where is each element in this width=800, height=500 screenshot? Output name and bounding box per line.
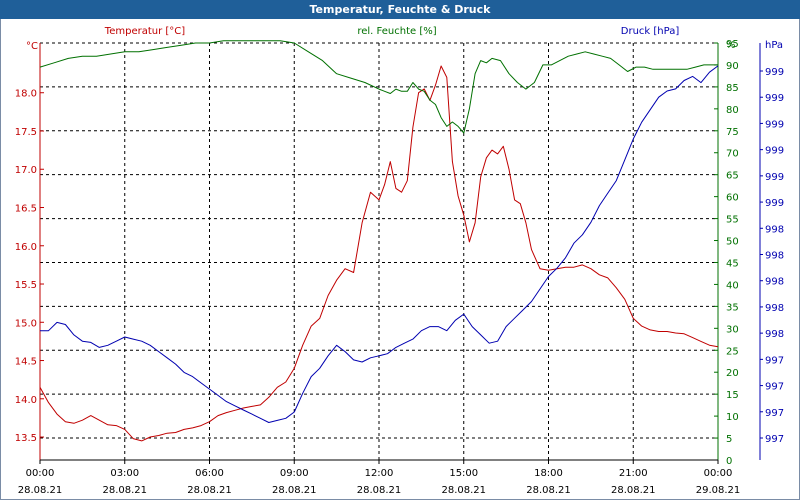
x-tick-time: 18:00 [534, 468, 563, 479]
humidity-unit: % [726, 40, 736, 51]
humidity-tick-label: 90 [726, 61, 739, 72]
labels: Temperatur [°C] rel. Feuchte [%] Druck [… [26, 26, 783, 52]
temperature-tick-label: 17.5 [15, 127, 37, 138]
temperature-series-line [39, 65, 719, 442]
x-tick-time: 03:00 [110, 468, 139, 479]
x-tick-time: 06:00 [195, 468, 224, 479]
humidity-tick-label: 25 [726, 346, 739, 357]
temperature-tick-label: 18.0 [15, 89, 37, 100]
temperature-unit: °C [26, 41, 38, 52]
humidity-tick-label: 55 [726, 215, 739, 226]
x-tick-date: 29.08.21 [696, 485, 741, 496]
pressure-tick-label: 999 [765, 172, 784, 183]
humidity-tick-label: 35 [726, 302, 739, 313]
x-tick-date: 28.08.21 [441, 485, 486, 496]
temperature-tick-label: 15.0 [15, 318, 37, 329]
x-tick-date: 28.08.21 [18, 485, 63, 496]
x-tick-date: 28.08.21 [187, 485, 232, 496]
pressure-series-line [40, 65, 719, 423]
pressure-tick-label: 998 [765, 303, 784, 314]
x-tick-date: 28.08.21 [357, 485, 402, 496]
x-tick-time: 12:00 [365, 468, 394, 479]
x-tick-date: 28.08.21 [272, 485, 317, 496]
humidity-tick-label: 85 [726, 83, 739, 94]
pressure-tick-label: 998 [765, 224, 784, 235]
temperature-tick-label: 16.0 [15, 242, 37, 253]
temperature-tick-label: 17.0 [15, 165, 37, 176]
pressure-tick-label: 999 [765, 93, 784, 104]
humidity-tick-label: 75 [726, 127, 739, 138]
humidity-tick-label: 65 [726, 171, 739, 182]
x-tick-date: 28.08.21 [526, 485, 571, 496]
humidity-tick-label: 70 [726, 149, 739, 160]
temperature-tick-label: 15.5 [15, 280, 37, 291]
humidity-tick-label: 50 [726, 237, 739, 248]
pressure-tick-label: 999 [765, 146, 784, 157]
pressure-tick-label: 997 [765, 382, 784, 393]
temperature-tick-label: 13.5 [15, 433, 37, 444]
humidity-tick-label: 0 [726, 456, 732, 467]
x-tick-time: 09:00 [280, 468, 309, 479]
humidity-tick-label: 80 [726, 105, 739, 116]
pressure-tick-label: 998 [765, 329, 784, 340]
x-tick-date: 28.08.21 [102, 485, 147, 496]
humidity-tick-label: 95 [726, 39, 739, 50]
humidity-tick-label: 20 [726, 368, 739, 379]
chart-title: Temperatur, Feuchte & Druck [0, 0, 800, 19]
pressure-tick-label: 998 [765, 277, 784, 288]
humidity-tick-label: 60 [726, 193, 739, 204]
humidity-series-line [39, 40, 718, 134]
axes: 00:00 28.08.21 03:00 28.08.21 06:00 28.08.21 0… [15, 39, 784, 496]
humidity-tick-label: 15 [726, 390, 739, 401]
humidity-legend: rel. Feuchte [%] [357, 26, 436, 37]
temperature-tick-label: 16.5 [15, 204, 37, 215]
grid [39, 42, 719, 460]
humidity-tick-label: 10 [726, 412, 739, 423]
x-tick-time: 15:00 [449, 468, 478, 479]
x-tick-time: 21:00 [619, 468, 648, 479]
temperature-legend: Temperatur [°C] [104, 26, 185, 37]
humidity-tick-label: 30 [726, 324, 739, 335]
pressure-tick-label: 999 [765, 67, 784, 78]
series-group [39, 40, 719, 442]
x-tick-date: 28.08.21 [611, 485, 656, 496]
temperature-tick-label: 14.0 [15, 395, 37, 406]
humidity-tick-label: 5 [726, 434, 732, 445]
humidity-tick-label: 45 [726, 258, 739, 269]
pressure-tick-label: 997 [765, 408, 784, 419]
pressure-tick-label: 997 [765, 355, 784, 366]
pressure-tick-label: 997 [765, 434, 784, 445]
pressure-unit: hPa [765, 40, 783, 51]
humidity-tick-label: 40 [726, 280, 739, 291]
x-tick-time: 00:00 [704, 468, 733, 479]
pressure-tick-label: 999 [765, 198, 784, 209]
pressure-tick-label: 999 [765, 119, 784, 130]
pressure-tick-label: 998 [765, 251, 784, 262]
pressure-legend: Druck [hPa] [621, 26, 680, 37]
x-tick-time: 00:00 [26, 468, 55, 479]
temperature-tick-label: 14.5 [15, 357, 37, 368]
